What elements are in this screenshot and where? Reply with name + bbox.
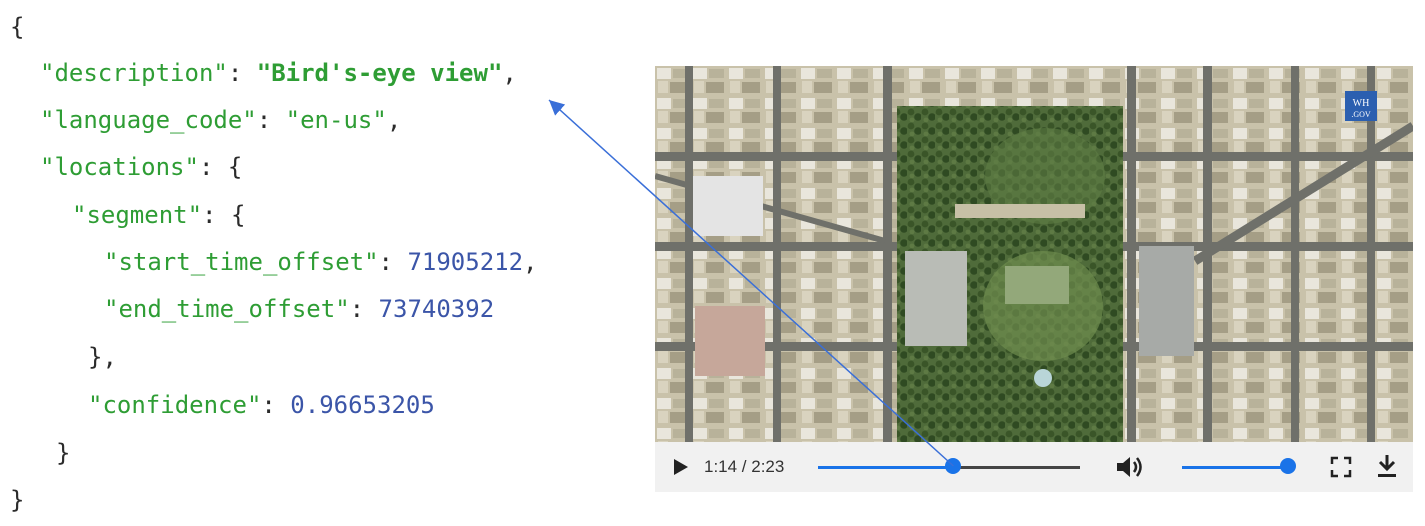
seek-bar-progress [818, 466, 954, 469]
code-line-start-time-offset: "start_time_offset": 71905212, [104, 248, 538, 276]
code-line-confidence: "confidence": 0.96653205 [88, 391, 435, 419]
code-line-close-segment: }, [88, 343, 117, 371]
volume-icon[interactable] [1115, 454, 1145, 480]
seek-handle[interactable] [945, 458, 962, 474]
svg-text:WH: WH [1353, 98, 1370, 109]
volume-level [1182, 466, 1288, 469]
fullscreen-icon[interactable] [1330, 456, 1352, 478]
svg-text:.GOV: .GOV [1351, 110, 1371, 119]
code-line-segment: "segment": { [72, 201, 246, 229]
volume-handle[interactable] [1280, 458, 1296, 474]
code-line-close-locations: } [56, 439, 71, 467]
download-icon[interactable] [1375, 453, 1399, 479]
code-line-open-brace: { [10, 13, 25, 41]
player-controls: 1:14 / 2:23 [655, 442, 1413, 492]
description-value: "Bird's-eye view" [256, 59, 503, 87]
code-line-close-brace: } [10, 486, 25, 514]
aerial-city-video-frame[interactable]: WH .GOV [655, 66, 1413, 442]
wh-gov-logo [1345, 91, 1377, 121]
code-line-locations: "locations": { [40, 153, 243, 181]
code-line-end-time-offset: "end_time_offset": 73740392 [104, 295, 495, 323]
code-line-language-code: "language_code": "en-us", [40, 106, 402, 134]
code-line-description: "description": "Bird's-eye view", [40, 59, 517, 87]
video-player[interactable]: WH .GOV 1:14 / 2:23 [655, 66, 1413, 492]
play-icon[interactable] [672, 457, 690, 477]
json-code-block: { "description": "Bird's-eye view", "lan… [0, 0, 640, 526]
time-display: 1:14 / 2:23 [704, 457, 785, 476]
